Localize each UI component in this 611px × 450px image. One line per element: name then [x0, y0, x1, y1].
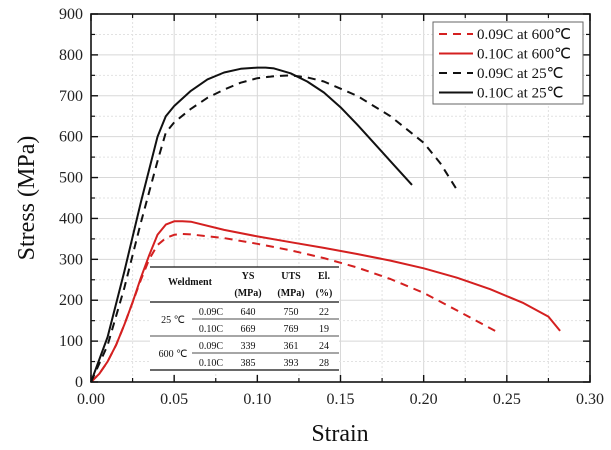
table-cell-uts: 769: [284, 324, 299, 335]
series-group: [90, 66, 561, 383]
table-cell-grade: 0.10C: [199, 324, 224, 335]
y-axis-title: Stress (MPa): [14, 136, 40, 261]
legend-label: 0.09C at 25℃: [477, 66, 563, 82]
table-cell-ys: 640: [241, 307, 256, 318]
ticks: 0.00 0.05 0.10 0.15 0.20 0.25 0.30 0 100 200 300 40…: [59, 6, 604, 408]
table-header-unit: (%): [316, 288, 333, 299]
table-group-label: 600 ℃: [159, 349, 188, 360]
table-cell-ys: 339: [241, 341, 256, 352]
x-tick-label: 0.05: [160, 391, 188, 408]
legend-label: 0.09C at 600℃: [477, 27, 571, 43]
table-cell-el: 24: [319, 341, 329, 352]
x-tick-label: 0.00: [77, 391, 105, 408]
table-header: UTS: [281, 271, 301, 282]
table-cell-el: 28: [319, 358, 329, 369]
table-header-unit: (MPa): [277, 288, 304, 299]
legend: 0.09C at 600℃ 0.10C at 600℃ 0.09C at 25℃ 0.…: [432, 21, 584, 105]
y-tick-label: 500: [59, 170, 83, 187]
y-tick-label: 400: [59, 210, 83, 227]
table-cell-grade: 0.10C: [199, 358, 224, 369]
table-header-unit: (MPa): [234, 288, 261, 299]
table-background: [150, 267, 339, 374]
y-tick-label: 300: [59, 251, 83, 268]
y-tick-label: 600: [59, 129, 83, 146]
y-tick-label: 100: [59, 333, 83, 350]
table-cell-el: 22: [319, 307, 329, 318]
series-line-3: [90, 66, 413, 383]
table-cell-grade: 0.09C: [199, 307, 224, 318]
x-tick-label: 0.20: [410, 391, 438, 408]
x-axis-title: Strain: [311, 421, 368, 447]
table-cell-ys: 385: [241, 358, 256, 369]
inset-table: Weldment YS (MPa) UTS (MPa) El. (%) 25 ℃ 0.09C 64…: [150, 266, 339, 374]
table-cell-uts: 393: [284, 358, 299, 369]
table-header: El.: [318, 271, 330, 282]
series-line-2: [90, 74, 458, 383]
table-group-label: 25 ℃: [161, 315, 185, 326]
y-tick-label: 900: [59, 6, 83, 23]
table-cell-uts: 361: [284, 341, 299, 352]
table-cell-grade: 0.09C: [199, 341, 224, 352]
x-tick-label: 0.30: [576, 391, 604, 408]
y-tick-label: 0: [75, 374, 83, 391]
y-tick-label: 800: [59, 47, 83, 64]
legend-label: 0.10C at 600℃: [477, 47, 571, 63]
x-tick-label: 0.15: [327, 391, 355, 408]
table-cell-ys: 669: [241, 324, 256, 335]
y-tick-label: 700: [59, 88, 83, 105]
legend-box: [432, 21, 584, 105]
table-header: Weldment: [168, 277, 213, 288]
legend-label: 0.10C at 25℃: [477, 86, 563, 102]
grid: [91, 14, 590, 382]
table-cell-uts: 750: [284, 307, 299, 318]
y-tick-label: 200: [59, 292, 83, 309]
series-line-1: [90, 220, 561, 383]
x-tick-label: 0.10: [243, 391, 271, 408]
x-tick-label: 0.25: [493, 391, 521, 408]
table-header: YS: [242, 271, 255, 282]
table-cell-el: 19: [319, 324, 329, 335]
